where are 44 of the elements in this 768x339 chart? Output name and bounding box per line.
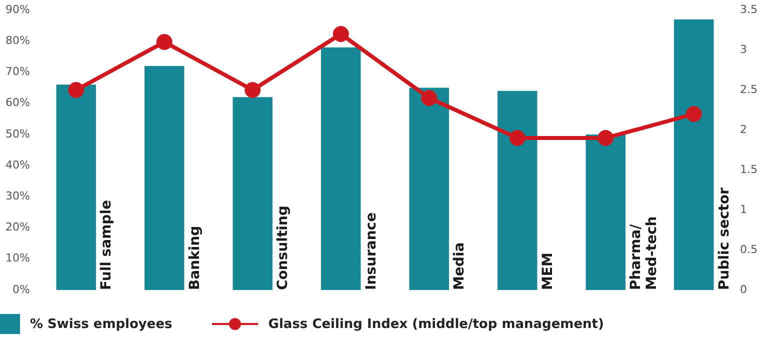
bar bbox=[144, 66, 184, 290]
x-tick-label: Pharma/ Med-tech bbox=[628, 216, 660, 290]
y-tick-label: 90% bbox=[6, 2, 30, 16]
x-tick-label: Public sector bbox=[716, 188, 732, 290]
y-tick-label: 20% bbox=[6, 220, 30, 234]
y-tick-label: 80% bbox=[6, 34, 30, 47]
point bbox=[686, 106, 702, 122]
x-tick-label: Banking bbox=[186, 226, 203, 290]
y2-tick-label: 3.5 bbox=[740, 2, 758, 16]
bar bbox=[674, 19, 714, 290]
bar bbox=[498, 90, 538, 290]
x-tick-label: Insurance bbox=[363, 212, 380, 290]
y2-tick-label: 1.5 bbox=[740, 162, 758, 176]
point bbox=[421, 90, 438, 106]
y-tick-label: 40% bbox=[6, 158, 30, 172]
bar bbox=[232, 97, 272, 290]
bar bbox=[321, 47, 361, 290]
x-tick-label: Consulting bbox=[275, 206, 292, 290]
y2-tick-label: 1 bbox=[740, 202, 747, 216]
point bbox=[68, 82, 84, 98]
legend-label: % Swiss employees bbox=[30, 316, 172, 332]
y2-tick-label: 0 bbox=[740, 282, 747, 296]
point bbox=[332, 26, 349, 42]
bar bbox=[56, 84, 96, 290]
y2-tick-label: 2.5 bbox=[740, 82, 758, 96]
y2-tick-label: 0.5 bbox=[740, 242, 758, 256]
bar bbox=[409, 88, 449, 290]
x-tick-label: MEM bbox=[540, 252, 556, 290]
point bbox=[244, 82, 261, 98]
x-tick-label: Full sample bbox=[98, 200, 115, 290]
y-tick-label: 70% bbox=[6, 65, 30, 78]
legend-label: Glass Ceiling Index (middle/top management) bbox=[268, 316, 604, 332]
y2-tick-label: 3 bbox=[740, 42, 747, 56]
y2-tick-label: 2 bbox=[740, 122, 747, 136]
point bbox=[598, 130, 614, 146]
y-tick-label: 60% bbox=[6, 96, 30, 110]
y-tick-label: 0% bbox=[12, 282, 30, 296]
y-tick-label: 10% bbox=[6, 252, 30, 265]
bar bbox=[586, 134, 626, 290]
y-tick-label: 50% bbox=[6, 127, 30, 140]
x-tick-label: Media bbox=[452, 242, 468, 290]
point bbox=[156, 34, 172, 50]
y-tick-label: 30% bbox=[6, 190, 30, 203]
point bbox=[509, 130, 526, 146]
